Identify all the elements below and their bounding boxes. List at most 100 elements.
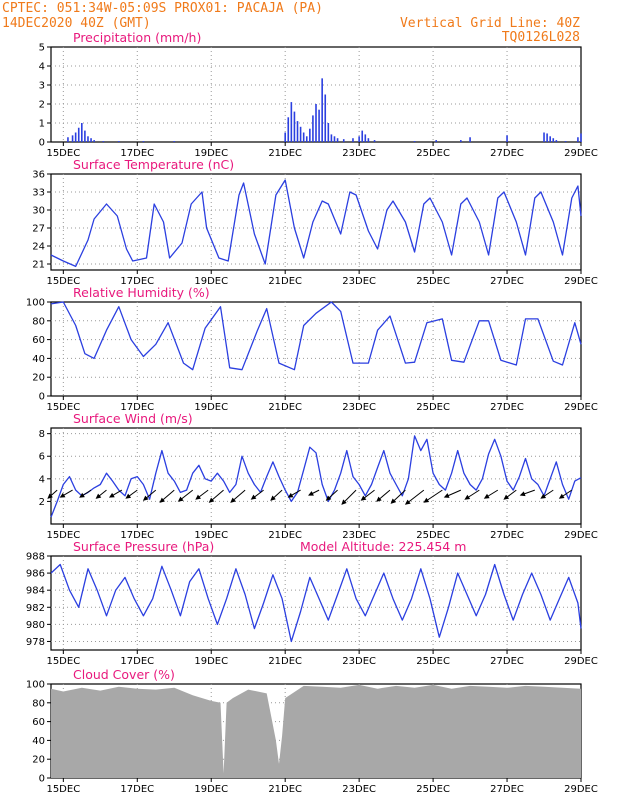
y-tick-label: 4: [39, 474, 45, 485]
precip-bar: [373, 140, 376, 142]
y-tick-label: 21: [32, 260, 45, 271]
x-tick-label: 27DEC: [490, 148, 524, 159]
x-tick-label: 19DEC: [194, 402, 228, 413]
wind-vector-head: [360, 495, 367, 501]
precip-bar: [549, 136, 551, 142]
wind-vectors: [47, 489, 573, 505]
precip-bar: [71, 135, 74, 142]
panel-frame: [50, 427, 582, 525]
series-line-wind: [50, 435, 582, 518]
precip-bar: [506, 135, 508, 142]
precip-bar: [435, 140, 437, 142]
x-tick-label: 29DEC: [564, 530, 598, 541]
panel-annotation: Model Altitude: 225.454 m: [300, 539, 466, 554]
y-tick-label: 33: [32, 188, 45, 199]
x-tick-label: 21DEC: [268, 402, 302, 413]
panel-frame: [50, 301, 582, 397]
wind-vector-head: [95, 493, 102, 499]
y-tick-label: 988: [26, 552, 45, 563]
panel-title: Relative Humidity (%): [73, 285, 210, 300]
precip-bar: [342, 139, 345, 142]
panel-wind: Surface Wind (m/s) 2 4 6 8 15DEC 17DEC 19DEC 21D…: [39, 411, 598, 541]
precip-bar: [555, 140, 558, 142]
y-tick-label: 6: [39, 452, 45, 463]
wind-vector-head: [177, 496, 184, 502]
precip-bar: [543, 132, 545, 142]
y-tick-label: 20: [32, 755, 45, 766]
precip-bar: [67, 137, 69, 142]
y-tick-label: 978: [26, 637, 45, 648]
wind-vector-head: [503, 494, 510, 500]
x-tick-label: 23DEC: [342, 530, 376, 541]
x-tick-label: 23DEC: [342, 276, 376, 287]
x-tick-label: 19DEC: [194, 276, 228, 287]
x-tick-label: 15DEC: [46, 784, 80, 795]
wind-vector-head: [390, 498, 397, 504]
x-tick-label: 27DEC: [490, 784, 524, 795]
x-tick-label: 19DEC: [194, 530, 228, 541]
panel-title: Surface Temperature (nC): [73, 157, 234, 172]
precip-bar: [413, 141, 416, 142]
wind-vector-head: [79, 492, 85, 498]
series-line-pres: [50, 563, 582, 643]
x-tick-label: 17DEC: [120, 530, 154, 541]
panel-title: Cloud Cover (%): [73, 667, 175, 682]
y-tick-label: 980: [26, 620, 45, 631]
wind-vector-head: [540, 493, 547, 499]
precip-bar: [312, 115, 314, 142]
wind-vector-head: [125, 493, 132, 499]
x-tick-label: 25DEC: [416, 148, 450, 159]
wind-vector-head: [558, 493, 565, 499]
precip-bar: [299, 126, 302, 142]
y-tick-label: 36: [32, 170, 45, 181]
y-tick-label: 24: [32, 242, 45, 253]
precip-bar: [330, 134, 333, 142]
x-tick-label: 21DEC: [268, 276, 302, 287]
precip-bar: [84, 130, 86, 142]
wind-vector-head: [341, 499, 347, 505]
y-tick-label: 40: [32, 736, 45, 747]
x-tick-label: 15DEC: [46, 402, 80, 413]
precip-bar: [287, 117, 290, 142]
panel-title: Surface Pressure (hPa): [73, 539, 214, 554]
precip-bar: [367, 138, 370, 142]
x-tick-label: 29DEC: [564, 402, 598, 413]
x-tick-label: 17DEC: [120, 784, 154, 795]
precip-bar: [117, 141, 120, 142]
y-tick-label: 30: [32, 206, 45, 217]
x-tick-label: 21DEC: [268, 530, 302, 541]
x-tick-label: 17DEC: [120, 656, 154, 667]
panel-frame: [50, 173, 582, 271]
x-tick-label: 25DEC: [416, 784, 450, 795]
y-tick-label: 80: [32, 316, 45, 327]
x-tick-label: 23DEC: [342, 784, 376, 795]
precip-bar: [318, 109, 320, 142]
precip-bar: [546, 133, 548, 142]
x-tick-label: 27DEC: [490, 276, 524, 287]
y-tick-label: 2: [39, 100, 45, 111]
precip-bar: [564, 141, 567, 142]
y-tick-label: 27: [32, 224, 45, 235]
x-tick-label: 27DEC: [490, 402, 524, 413]
precip-bar: [305, 136, 308, 142]
precip-bar: [361, 130, 364, 142]
panel-title: Precipitation (mm/h): [73, 30, 201, 45]
x-tick-label: 29DEC: [564, 148, 598, 159]
x-tick-label: 17DEC: [120, 276, 154, 287]
x-tick-label: 23DEC: [342, 656, 376, 667]
header: CPTEC: 051:34W-05:09S PROX01: PACAJA (PA…: [2, 1, 580, 45]
wind-vector-head: [404, 499, 411, 505]
precip-bar: [293, 111, 296, 142]
precip-bar: [87, 136, 89, 142]
bars: [67, 78, 582, 142]
wind-vector-head: [287, 492, 294, 498]
panel-title: Surface Wind (m/s): [73, 411, 193, 426]
x-tick-label: 29DEC: [564, 784, 598, 795]
precip-bar: [77, 127, 80, 142]
wind-vector-head: [230, 497, 236, 503]
precip-bar: [74, 132, 77, 142]
x-tick-label: 27DEC: [490, 656, 524, 667]
precip-bar: [93, 140, 95, 142]
precip-bar: [364, 134, 367, 142]
x-tick-label: 23DEC: [342, 402, 376, 413]
